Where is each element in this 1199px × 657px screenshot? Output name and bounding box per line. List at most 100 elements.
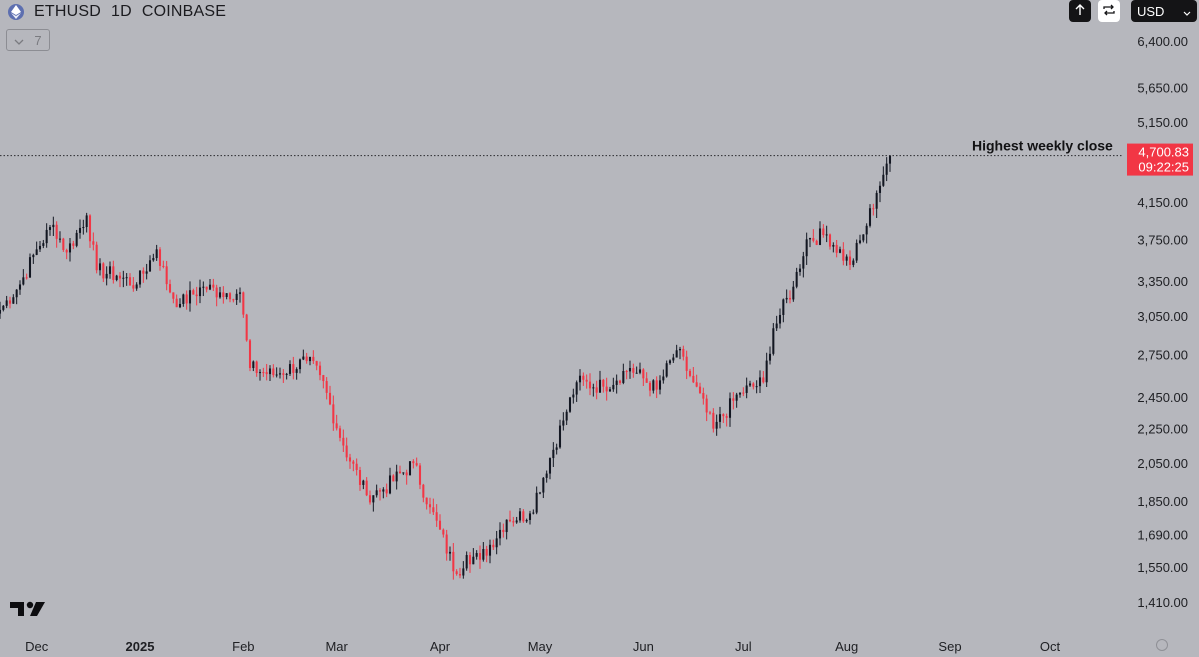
- candle: [768, 346, 772, 365]
- candle: [122, 270, 125, 288]
- scroll-to-top-button[interactable]: [1069, 0, 1091, 22]
- candle: [562, 412, 565, 431]
- time-tick-label: Jun: [633, 639, 654, 654]
- chevron-down-icon: [1183, 4, 1191, 19]
- candle: [18, 280, 22, 295]
- candle-body: [28, 257, 32, 278]
- candle: [505, 519, 508, 540]
- candle-body: [275, 374, 278, 376]
- time-tick-label: 2025: [126, 639, 155, 654]
- candle-body: [5, 300, 8, 306]
- candle-body: [378, 490, 382, 492]
- candle-body: [832, 244, 835, 247]
- candle-body: [318, 365, 322, 376]
- candle: [358, 466, 362, 491]
- candle-body: [662, 376, 665, 381]
- candle: [428, 497, 432, 514]
- candle-body: [172, 292, 175, 299]
- candle-body: [125, 277, 128, 279]
- candle-body: [25, 277, 28, 279]
- candle-body: [268, 368, 272, 375]
- candle: [212, 278, 215, 292]
- candle: [842, 242, 845, 266]
- candle: [275, 367, 278, 378]
- candle-body: [875, 192, 878, 209]
- candle-body: [765, 360, 768, 383]
- candle-body: [748, 383, 752, 386]
- candle: [322, 374, 325, 389]
- candle: [285, 372, 288, 380]
- candle: [752, 382, 755, 390]
- candle: [345, 437, 348, 462]
- candle: [398, 465, 402, 474]
- candle-body: [0, 309, 2, 314]
- candle: [88, 214, 92, 248]
- candle-body: [218, 292, 222, 298]
- candle-body: [845, 256, 848, 261]
- candle-body: [848, 256, 852, 265]
- candle: [445, 529, 448, 561]
- candle: [218, 286, 222, 299]
- candle: [682, 345, 685, 361]
- candle: [298, 358, 302, 374]
- candle-body: [408, 461, 412, 476]
- candle-body: [255, 361, 258, 373]
- candle: [192, 288, 195, 295]
- candle: [225, 293, 228, 300]
- replay-icon: [1102, 4, 1116, 19]
- tradingview-logo-icon[interactable]: [10, 600, 46, 623]
- candle-body: [322, 375, 325, 382]
- indicators-collapse-button[interactable]: 7: [6, 29, 50, 51]
- candle: [582, 372, 585, 386]
- candle: [98, 258, 102, 276]
- candle-body: [538, 492, 542, 494]
- candle-body: [432, 507, 435, 513]
- candle-body: [595, 387, 598, 393]
- candle: [142, 267, 145, 283]
- candle: [312, 350, 315, 365]
- candle: [422, 483, 425, 503]
- candle: [868, 204, 872, 228]
- symbol-name[interactable]: ETHUSD: [34, 3, 101, 20]
- candle-body: [705, 398, 708, 413]
- candle: [568, 396, 572, 413]
- candle: [735, 392, 738, 408]
- candle: [788, 290, 792, 304]
- candle-body: [472, 556, 475, 565]
- candle: [832, 242, 835, 253]
- currency-selector[interactable]: USD: [1131, 0, 1197, 22]
- time-tick-label: Aug: [835, 639, 858, 654]
- candle-body: [435, 512, 438, 521]
- candle-body: [225, 293, 228, 298]
- candle-body: [728, 398, 732, 418]
- candle-body: [645, 378, 648, 383]
- candle-body: [228, 293, 232, 300]
- candle-body: [348, 457, 352, 462]
- price-axis[interactable]: 6,400.00 5,650.00 5,150.00 4,150.00 3,750.00…: [1137, 34, 1188, 610]
- candle: [798, 264, 802, 276]
- candle-body: [332, 404, 335, 424]
- candle-body: [382, 489, 385, 492]
- candle: [628, 360, 632, 379]
- replay-button[interactable]: [1098, 0, 1120, 22]
- candle: [858, 234, 862, 245]
- candle-body: [38, 245, 42, 250]
- candle-body: [92, 241, 95, 245]
- candle: [185, 290, 188, 310]
- time-tick-label: May: [528, 639, 553, 654]
- time-axis[interactable]: Dec 2025 Feb Mar Apr May Jun Jul Aug Sep Oct: [25, 639, 1060, 654]
- candle: [815, 239, 818, 246]
- settings-icon[interactable]: [1156, 639, 1168, 651]
- candle-body: [712, 412, 715, 429]
- candle: [295, 367, 298, 380]
- interval-label[interactable]: 1D: [110, 3, 132, 20]
- candle: [68, 237, 72, 262]
- candle: [792, 280, 795, 302]
- candle-body: [685, 356, 688, 371]
- candle: [462, 561, 465, 579]
- candle-body: [168, 284, 172, 293]
- candle-body: [795, 271, 798, 287]
- candle: [822, 224, 825, 238]
- candle-body: [602, 379, 605, 387]
